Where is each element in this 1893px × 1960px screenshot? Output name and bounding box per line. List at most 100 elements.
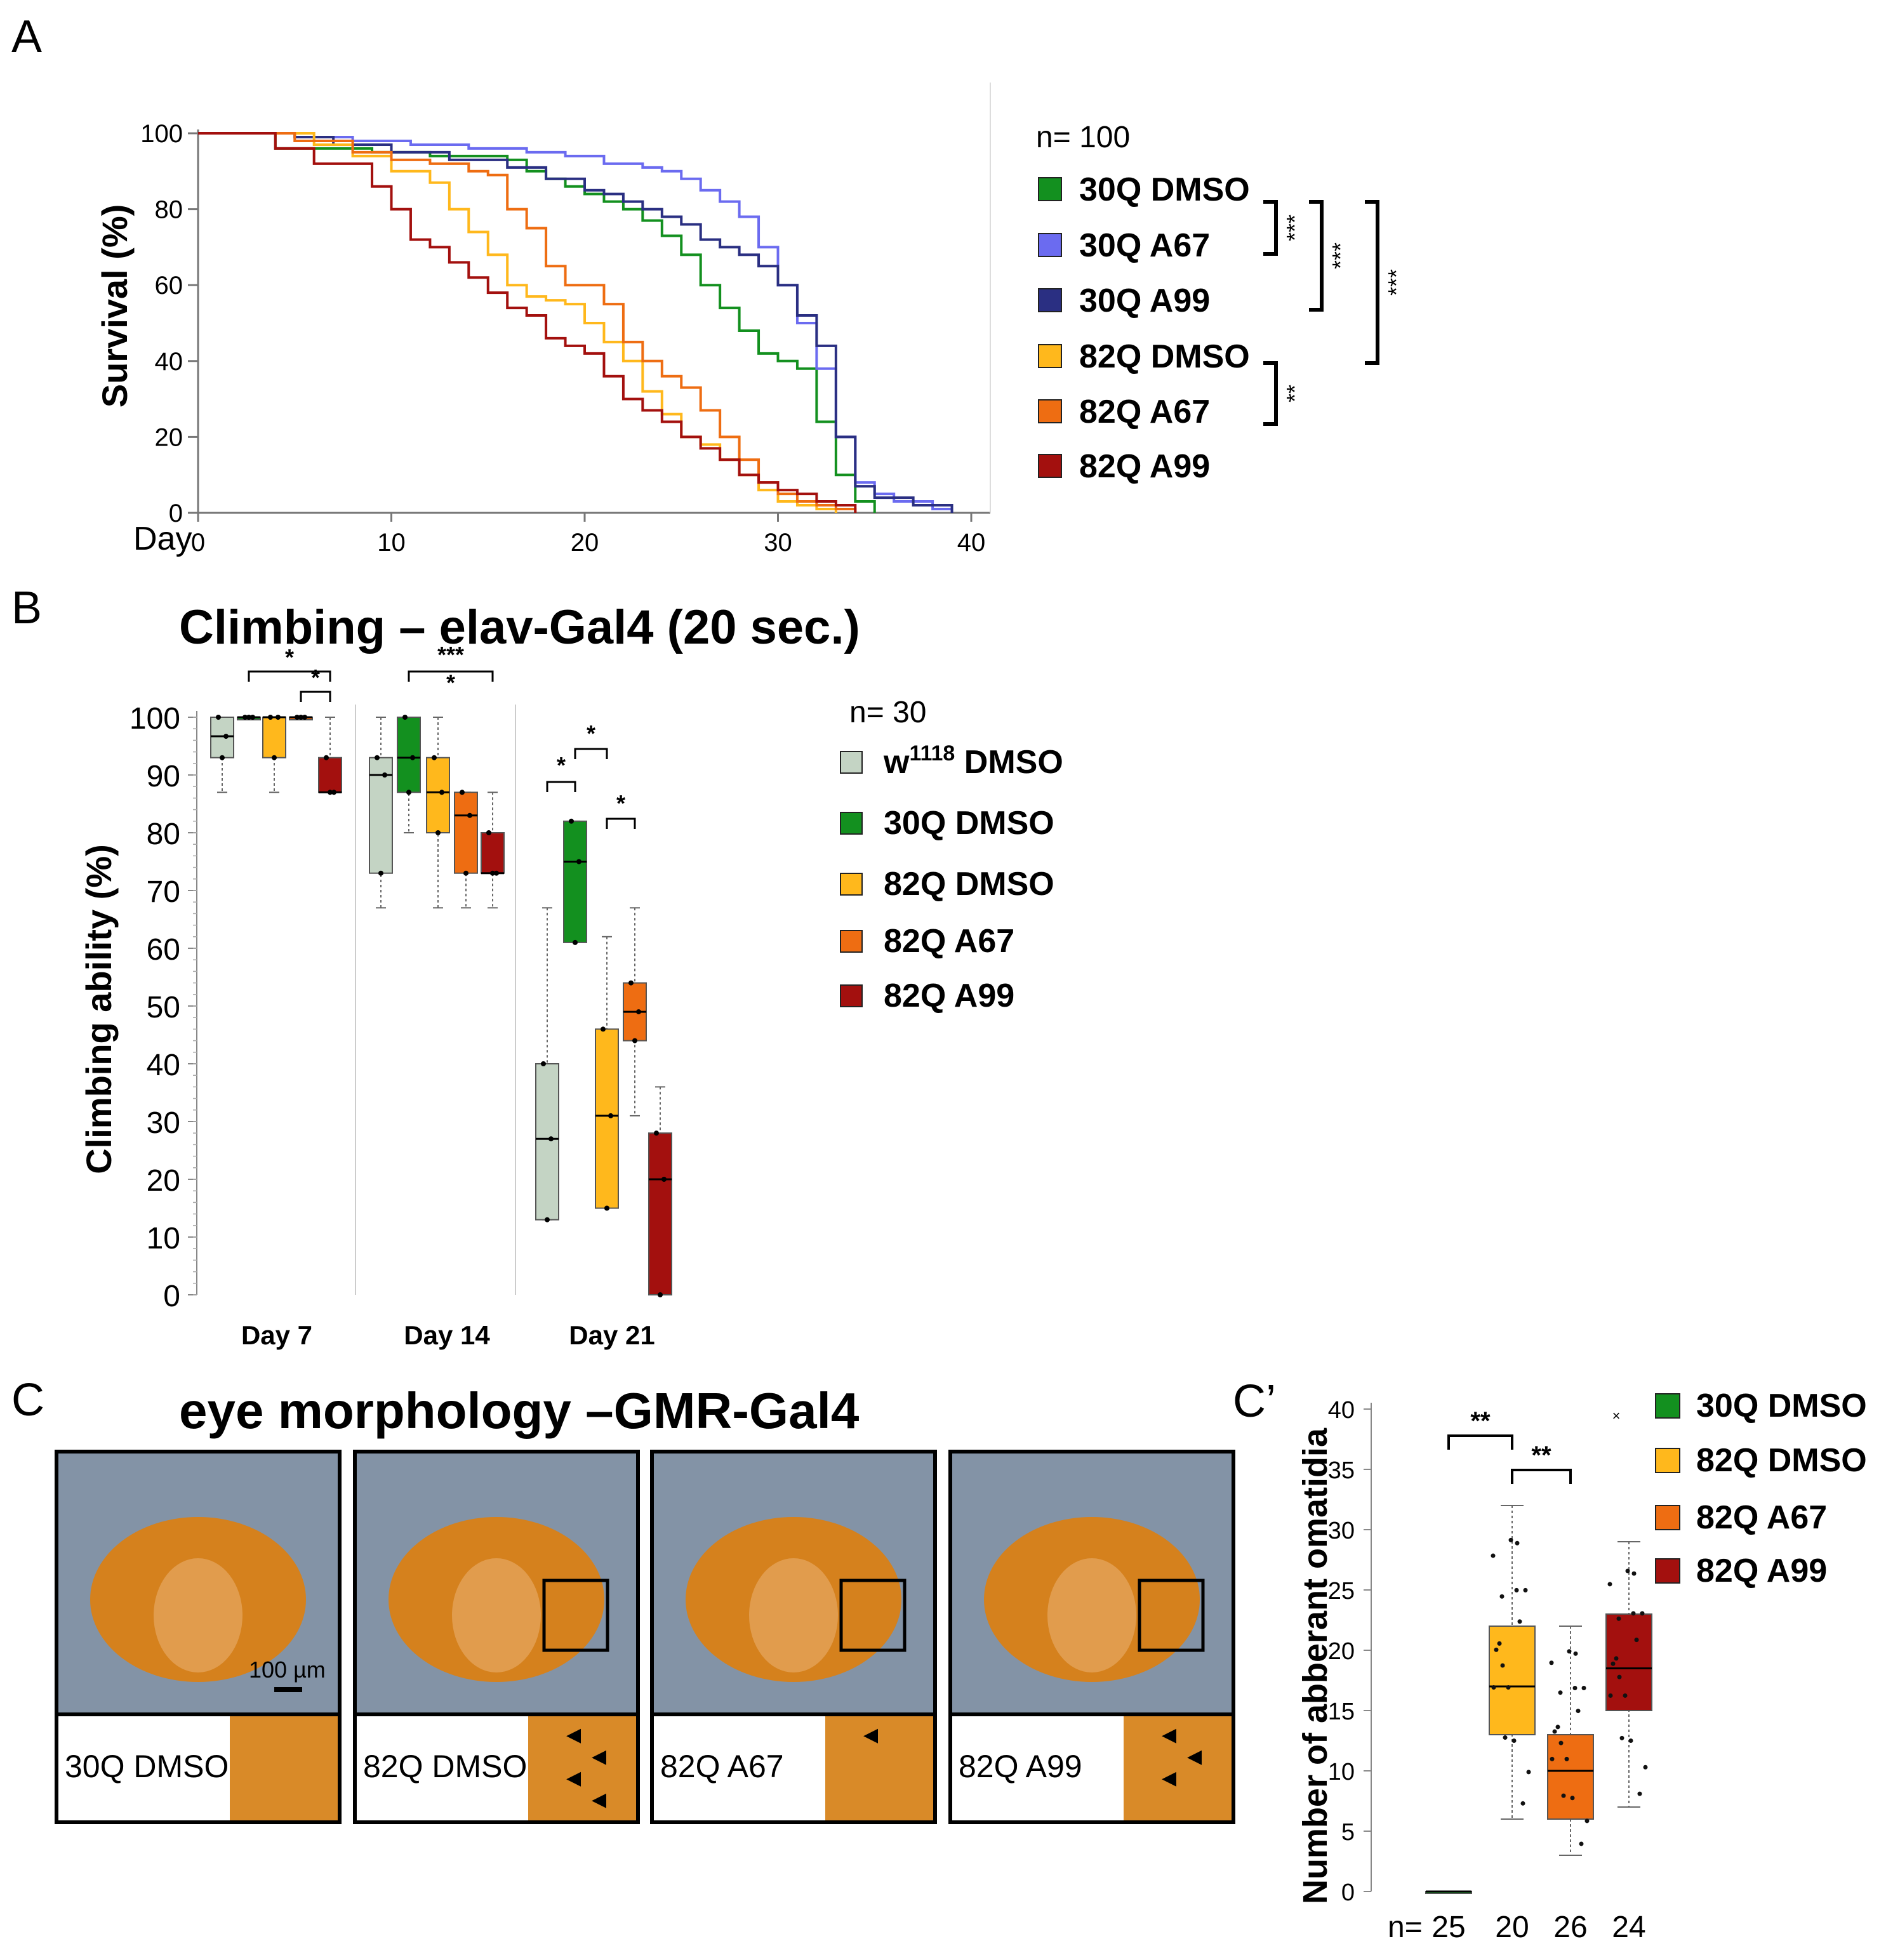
- fly-face-shape: [1047, 1558, 1136, 1672]
- omatidia-legend-label: 82Q A67: [1696, 1499, 1827, 1536]
- climbing-data-point: [276, 715, 281, 720]
- survival-y-tick-label: 60: [155, 272, 183, 300]
- omatidia-data-point: [1503, 1735, 1508, 1740]
- panel-a-letter: A: [11, 11, 42, 62]
- climbing-data-point: [486, 830, 491, 835]
- omatidia-y-tick-label: 35: [1328, 1457, 1355, 1484]
- survival-legend-swatch: [1038, 344, 1062, 368]
- eye-photo-panel: 82Q A67 ◀: [650, 1450, 937, 1824]
- survival-y-tick-label: 100: [140, 120, 183, 148]
- zoomed-omatidia: ◀ ◀ ◀: [1124, 1716, 1232, 1820]
- legend-label-base: 82Q DMSO: [884, 866, 1054, 903]
- eye-photo-caption: 82Q DMSO ◀ ◀ ◀ ◀: [357, 1712, 636, 1820]
- climbing-significance-label: *: [616, 790, 625, 816]
- climbing-box: [563, 820, 587, 943]
- omatidia-box: [1547, 1734, 1594, 1820]
- survival-legend-swatch: [1038, 288, 1062, 312]
- climbing-significance-label: *: [587, 720, 595, 746]
- climbing-data-point: [632, 1038, 637, 1043]
- omatidia-y-tick-label: 40: [1328, 1397, 1355, 1424]
- omatidia-data-point: [1631, 1571, 1637, 1576]
- eye-photo-label: 82Q A99: [959, 1749, 1082, 1784]
- omatidia-data-point: [1497, 1641, 1502, 1646]
- zoom-region-box: [839, 1579, 907, 1652]
- omatidia-ylabel: Number of abberant omatidia: [1296, 1427, 1334, 1904]
- survival-significance-bracket: [1263, 361, 1278, 426]
- omatidia-data-point: [1572, 1685, 1578, 1690]
- eye-photo: [654, 1453, 933, 1712]
- survival-significance-label: ***: [1327, 242, 1353, 269]
- climbing-data-point: [439, 790, 444, 795]
- omatidia-data-point: [1549, 1660, 1554, 1665]
- survival-x-tick-label: 0: [191, 529, 205, 557]
- panel-cprime-letter: C’: [1233, 1376, 1276, 1427]
- climbing-significance-label: *: [311, 665, 320, 691]
- climbing-significance-bracket: [408, 670, 494, 682]
- omatidia-y-tick-label: 25: [1328, 1578, 1355, 1605]
- legend-label-base: w: [883, 744, 910, 781]
- legend-label-superscript: 1118: [909, 741, 955, 765]
- survival-line-82q-a99: [198, 132, 857, 513]
- legend-label-base: 30Q DMSO: [884, 805, 1054, 842]
- survival-legend-swatch: [1038, 454, 1062, 478]
- omatidia-y-tick-label: 0: [1341, 1879, 1355, 1906]
- survival-y-tick-label: 20: [155, 423, 183, 451]
- omatidia-data-point: [1491, 1553, 1496, 1558]
- climbing-data-point: [242, 715, 248, 720]
- omatidia-y-tick-label: 10: [1328, 1759, 1355, 1785]
- zoom-region-box: [1138, 1579, 1205, 1652]
- climbing-box: [426, 757, 450, 833]
- climbing-box: [648, 1132, 672, 1295]
- climbing-legend-swatch: [840, 751, 863, 774]
- omatidia-data-point: [1623, 1693, 1628, 1698]
- omatidia-legend-swatch: [1655, 1558, 1680, 1584]
- survival-ylabel: Survival (%): [95, 204, 135, 408]
- climbing-data-point: [295, 715, 300, 720]
- eye-photo: 100 µm: [58, 1453, 338, 1712]
- climbing-y-tick-label: 20: [147, 1164, 180, 1198]
- climbing-ylabel: Climbing ability (%): [79, 844, 119, 1174]
- climbing-data-point: [410, 755, 415, 760]
- survival-n-label: n= 100: [1036, 121, 1130, 154]
- survival-y-tick-label: 40: [155, 348, 183, 376]
- climbing-legend-swatch: [840, 812, 863, 835]
- survival-significance-bracket: [1365, 200, 1379, 365]
- omatidia-legend-mark: ×: [1612, 1408, 1621, 1424]
- eye-photo-caption: 82Q A67 ◀: [654, 1712, 933, 1820]
- climbing-box: [210, 717, 234, 758]
- survival-significance-label: ***: [1383, 269, 1409, 296]
- climbing-data-point: [541, 1061, 546, 1066]
- survival-line-30q-a67: [198, 132, 953, 513]
- omatidia-data-point: [1520, 1801, 1525, 1806]
- climbing-data-point: [628, 980, 634, 986]
- climbing-significance-bracket: [248, 670, 331, 682]
- climbing-legend-label: 30Q DMSO: [884, 805, 1054, 842]
- climbing-legend-label: 82Q A67: [884, 923, 1014, 960]
- climbing-legend-swatch: [840, 984, 863, 1007]
- omatidia-legend-label: 30Q DMSO: [1696, 1387, 1867, 1424]
- climbing-data-point: [298, 715, 303, 720]
- omatidia-data-point: [1491, 1685, 1496, 1690]
- omatidia-data-point: [1579, 1841, 1584, 1846]
- scale-bar-label: 100 µm: [249, 1657, 326, 1683]
- survival-chart: Day Survival (%) n= 100 0 20 40 60 80 100 0 10 2…: [95, 83, 1409, 557]
- omatidia-data-point: [1607, 1582, 1612, 1587]
- climbing-data-point: [654, 1130, 659, 1136]
- zoom-region-box: [542, 1579, 609, 1652]
- zoomed-omatidia: ◀: [825, 1716, 933, 1820]
- climbing-legend-label: 82Q A99: [884, 977, 1014, 1014]
- zoomed-omatidia: [230, 1716, 338, 1820]
- omatidia-significance-bracket: [1447, 1434, 1513, 1450]
- omatidia-chart: Number of abberant omatidia n= 0 5 10 15 20 2…: [1296, 1387, 1867, 1944]
- omatidia-box: [1489, 1626, 1536, 1735]
- legend-label-rest: DMSO: [955, 744, 1063, 781]
- arrowhead-icon: ◀: [863, 1725, 879, 1745]
- climbing-data-point: [460, 790, 465, 795]
- climbing-box: [535, 1063, 559, 1221]
- arrowhead-icon: ◀: [592, 1789, 607, 1810]
- survival-legend-swatch: [1038, 399, 1062, 423]
- omatidia-data-point: [1637, 1791, 1642, 1796]
- omatidia-data-point: [1500, 1663, 1505, 1668]
- climbing-data-point: [402, 715, 408, 720]
- omatidia-n-prefix: n=: [1388, 1910, 1423, 1944]
